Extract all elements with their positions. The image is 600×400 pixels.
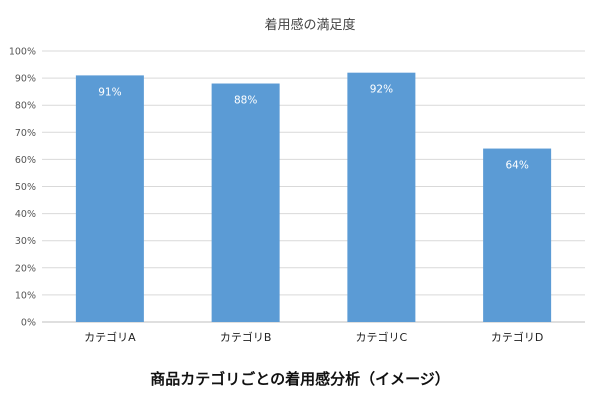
bar-value-labels: 91% 88% 92% 64% (98, 84, 529, 172)
category-label: カテゴリC (356, 330, 408, 344)
bar-value-label: 64% (505, 160, 528, 172)
bar-value-label: 91% (98, 86, 121, 98)
category-label: カテゴリB (220, 330, 272, 344)
bar-value-label: 92% (370, 84, 393, 96)
y-tick-label: 50% (15, 182, 36, 193)
bar-chart: 着用感の満足度 0% 10% 20% 30% 40% 50% 60% 70% 80% 90% 100… (9, 17, 585, 344)
y-axis-ticks: 0% 10% 20% 30% 40% 50% 60% 70% 80% 90% 100% (9, 47, 36, 329)
chart-title: 着用感の満足度 (264, 17, 355, 33)
y-tick-label: 30% (15, 236, 36, 247)
figure-caption: 商品カテゴリごとの着用感分析（イメージ） (150, 370, 450, 388)
y-tick-label: 100% (9, 47, 36, 58)
y-tick-label: 10% (15, 290, 36, 301)
bar (483, 148, 552, 322)
y-tick-label: 70% (15, 128, 36, 139)
bars (75, 72, 552, 323)
category-label: カテゴリD (491, 330, 543, 344)
bar-value-label: 88% (234, 95, 257, 107)
y-tick-label: 80% (15, 101, 36, 112)
bar (211, 83, 280, 323)
y-tick-label: 60% (15, 155, 36, 166)
category-label: カテゴリA (84, 330, 136, 344)
y-tick-label: 40% (15, 209, 36, 220)
y-tick-label: 0% (21, 318, 36, 329)
x-axis-categories: カテゴリA カテゴリB カテゴリC カテゴリD (84, 330, 543, 344)
bar (75, 75, 144, 322)
y-tick-label: 90% (15, 74, 36, 85)
y-tick-label: 20% (15, 263, 36, 274)
bar (347, 72, 416, 323)
